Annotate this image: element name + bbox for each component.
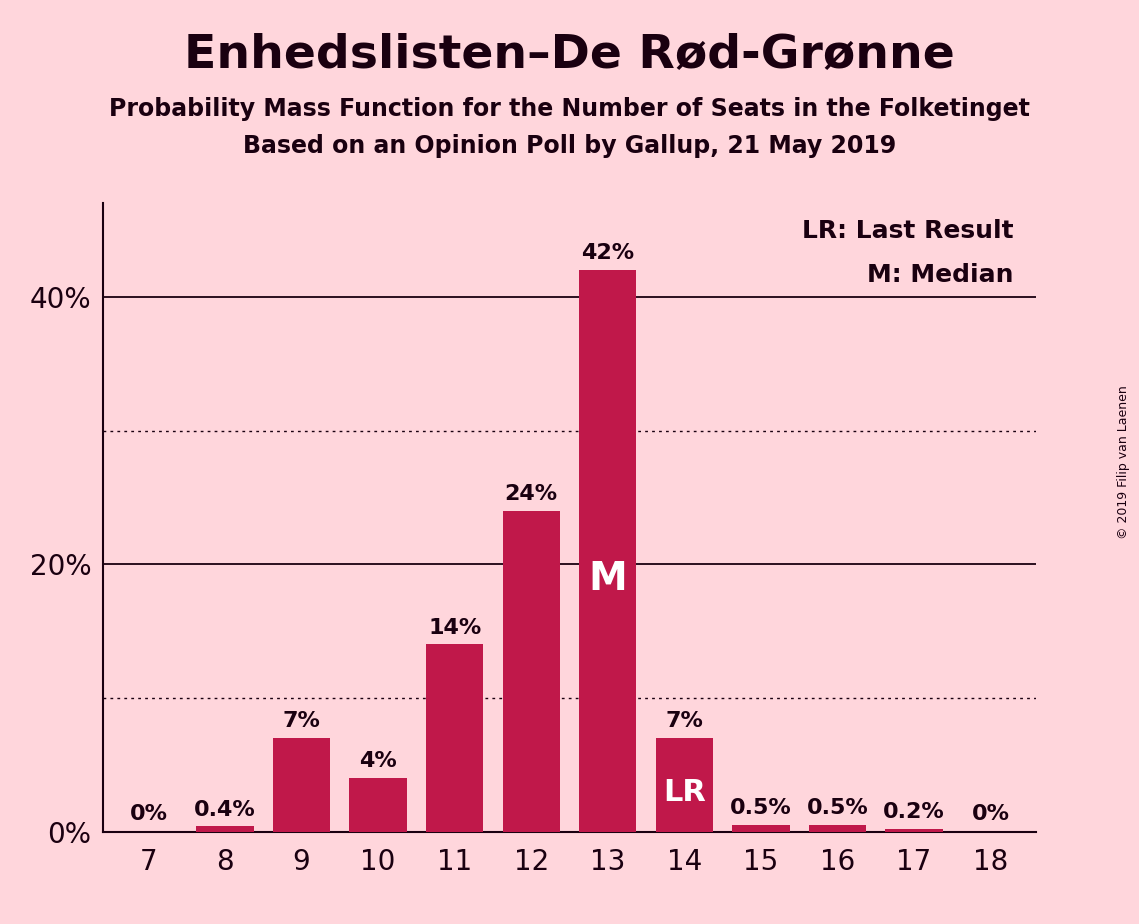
Text: 24%: 24% xyxy=(505,484,558,505)
Text: 7%: 7% xyxy=(282,711,320,731)
Text: LR: Last Result: LR: Last Result xyxy=(802,219,1014,243)
Text: 7%: 7% xyxy=(665,711,703,731)
Bar xyxy=(350,778,407,832)
Bar xyxy=(809,825,866,832)
Text: © 2019 Filip van Laenen: © 2019 Filip van Laenen xyxy=(1117,385,1130,539)
Text: LR: LR xyxy=(663,778,706,807)
Text: 0.5%: 0.5% xyxy=(730,798,792,819)
Bar xyxy=(732,825,789,832)
Bar xyxy=(426,644,483,832)
Text: 0%: 0% xyxy=(130,804,167,823)
Text: Enhedslisten–De Rød-Grønne: Enhedslisten–De Rød-Grønne xyxy=(185,32,954,78)
Text: 0.5%: 0.5% xyxy=(806,798,868,819)
Text: Based on an Opinion Poll by Gallup, 21 May 2019: Based on an Opinion Poll by Gallup, 21 M… xyxy=(243,134,896,158)
Text: 14%: 14% xyxy=(428,618,482,638)
Text: 42%: 42% xyxy=(581,243,634,263)
Bar xyxy=(579,270,637,832)
Bar xyxy=(502,511,560,832)
Bar xyxy=(885,829,943,832)
Text: 0%: 0% xyxy=(972,804,1009,823)
Text: 0.4%: 0.4% xyxy=(194,799,256,820)
Text: 0.2%: 0.2% xyxy=(883,802,945,822)
Bar xyxy=(656,738,713,832)
Text: Probability Mass Function for the Number of Seats in the Folketinget: Probability Mass Function for the Number… xyxy=(109,97,1030,121)
Text: M: M xyxy=(589,560,628,598)
Bar xyxy=(273,738,330,832)
Bar xyxy=(196,826,254,832)
Text: 4%: 4% xyxy=(359,751,398,772)
Text: M: Median: M: Median xyxy=(867,263,1014,287)
